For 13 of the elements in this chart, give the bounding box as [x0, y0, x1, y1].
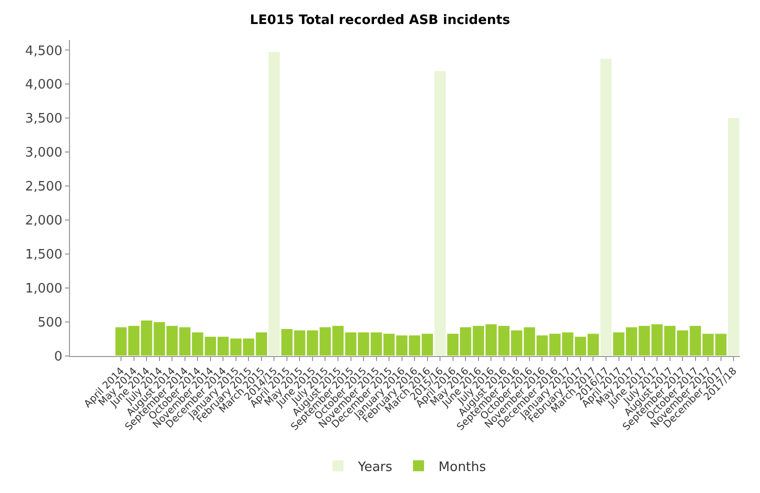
- y-tick-label: 4,500: [25, 44, 62, 59]
- y-tick-label: 500: [38, 316, 62, 331]
- legend-label: Years: [357, 460, 393, 475]
- chart-title: LE015 Total recorded ASB incidents: [250, 12, 510, 28]
- y-tick-label: 2,500: [25, 180, 62, 195]
- y-tick-label: 2,000: [25, 214, 62, 229]
- y-tick-label: 3,000: [25, 146, 62, 161]
- y-tick-label: 0: [54, 350, 62, 365]
- y-tick-label: 4,000: [25, 78, 62, 93]
- y-tick-label: 1,000: [25, 282, 62, 297]
- legend-label: Months: [438, 460, 486, 475]
- y-tick-label: 1,500: [25, 248, 62, 263]
- y-tick-label: 3,500: [25, 112, 62, 127]
